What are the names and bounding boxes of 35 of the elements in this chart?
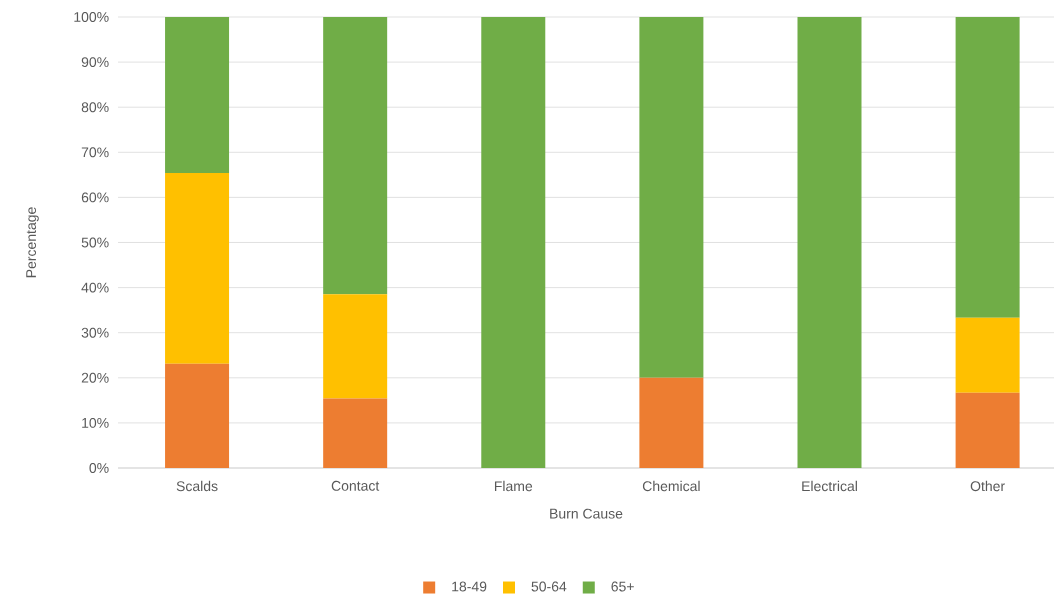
y-axis-title: Percentage [26, 207, 39, 278]
x-tick-label: Electrical [802, 480, 857, 492]
bar [481, 17, 546, 468]
y-tick-label: 40% [81, 282, 109, 293]
y-tick-label: 0% [89, 463, 109, 473]
legend-label: 50-64 [531, 581, 567, 592]
x-tick-label: Scalds [176, 480, 218, 492]
y-tick-label: 80% [81, 102, 109, 113]
x-tick-label: Flame [494, 480, 533, 492]
bar [323, 294, 388, 399]
x-tick-label: Chemical [642, 480, 700, 492]
y-tick-label: 90% [81, 57, 109, 68]
bar [639, 377, 704, 468]
x-tick-label: Contact [331, 480, 380, 491]
y-tick-label: 70% [81, 147, 109, 158]
y-tick-label: 60% [81, 192, 109, 203]
y-tick-label: 10% [82, 417, 109, 428]
bar [323, 17, 388, 295]
bar [323, 398, 388, 468]
bar [955, 317, 1020, 393]
legend-label: 18-49 [452, 581, 487, 592]
x-axis-title: Burn Cause [550, 508, 623, 519]
bar [955, 392, 1020, 468]
y-tick-label: 100% [74, 12, 109, 22]
bar [165, 173, 230, 364]
bar [639, 17, 704, 378]
bar [165, 17, 230, 174]
bar [165, 363, 230, 468]
y-tick-label: 20% [81, 372, 109, 383]
bar [797, 17, 862, 468]
x-tick-label: Other [970, 480, 1005, 492]
bar [955, 17, 1020, 318]
y-tick-label: 50% [81, 237, 109, 248]
legend-label: 65+ [611, 581, 634, 592]
y-tick-label: 30% [81, 327, 109, 338]
